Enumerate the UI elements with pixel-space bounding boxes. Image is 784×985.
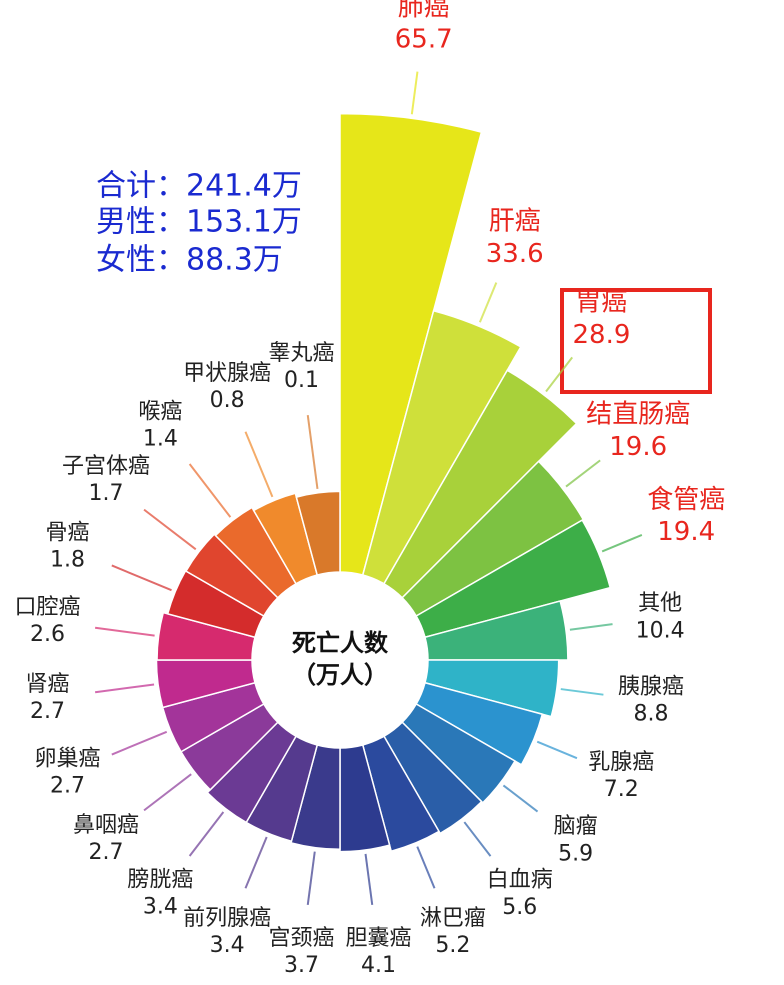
value-label: 10.4	[636, 618, 685, 643]
annotation: 女性：88.3万	[96, 243, 283, 278]
leader-line	[111, 564, 172, 592]
category-label: 肾癌	[26, 672, 70, 697]
category-label: 食管癌	[647, 485, 725, 515]
category-label: 膀胱癌	[127, 867, 193, 892]
value-label: 19.6	[609, 432, 667, 462]
leader-line	[94, 626, 155, 637]
category-label: 肺癌	[398, 0, 450, 22]
leader-line	[244, 836, 268, 889]
value-label: 5.6	[502, 895, 537, 920]
category-label: 甲状腺癌	[183, 361, 271, 386]
leader-line	[560, 688, 604, 696]
center-label: 死亡人数	[292, 629, 389, 657]
value-label: 2.7	[30, 699, 65, 724]
category-label: 胆囊癌	[345, 926, 411, 951]
leader-line	[569, 623, 613, 631]
leader-line	[143, 773, 192, 812]
category-label: 结直肠癌	[586, 400, 690, 430]
category-label: 白血病	[487, 868, 553, 893]
leader-line	[545, 356, 574, 393]
category-label: 前列腺癌	[183, 906, 271, 931]
category-label: 骨癌	[45, 520, 89, 545]
value-label: 1.7	[88, 481, 123, 506]
category-label: 喉癌	[138, 399, 182, 424]
value-label: 2.6	[30, 622, 65, 647]
value-label: 0.8	[210, 388, 245, 413]
leader-line	[306, 414, 319, 490]
value-label: 7.2	[604, 777, 639, 802]
category-label: 乳腺癌	[588, 750, 654, 775]
leader-line	[94, 683, 155, 694]
category-label: 淋巴瘤	[420, 906, 486, 931]
category-label: 胰腺癌	[618, 674, 684, 699]
highlight-box	[560, 288, 712, 394]
value-label: 33.6	[486, 239, 544, 269]
value-label: 5.2	[435, 933, 470, 958]
category-label: 鼻咽癌	[73, 813, 139, 838]
annotation: 合计：241.4万	[96, 169, 302, 204]
leader-line	[502, 784, 539, 813]
leader-line	[244, 431, 274, 498]
value-label: 4.1	[361, 953, 396, 978]
category-label: 肝癌	[489, 207, 541, 237]
value-label: 28.9	[572, 320, 630, 350]
value-label: 3.4	[210, 933, 245, 958]
category-label: 宫颈癌	[268, 926, 334, 951]
value-label: 8.8	[634, 702, 669, 727]
category-label: 其他	[638, 591, 682, 616]
category-label: 口腔癌	[15, 595, 81, 620]
value-label: 19.4	[657, 517, 715, 547]
category-label: 睾丸癌	[268, 341, 334, 366]
leader-line	[416, 846, 436, 889]
category-label: 脑瘤	[554, 814, 598, 839]
leader-line	[364, 853, 374, 906]
leader-line	[188, 811, 225, 857]
leader-line	[188, 463, 232, 518]
center-circle	[252, 572, 428, 748]
value-label: 5.9	[558, 841, 593, 866]
leader-line	[536, 740, 578, 760]
value-label: 0.1	[284, 368, 319, 393]
leader-line	[601, 534, 643, 553]
category-label: 子宫体癌	[62, 454, 150, 479]
leader-line	[410, 71, 419, 115]
annotation: 男性：153.1万	[96, 205, 302, 240]
value-label: 65.7	[395, 25, 453, 55]
value-label: 3.7	[284, 953, 319, 978]
leader-line	[143, 508, 197, 551]
leader-line	[111, 730, 168, 756]
value-label: 2.7	[88, 840, 123, 865]
value-label: 1.4	[143, 427, 178, 452]
value-label: 3.4	[143, 895, 178, 920]
value-label: 2.7	[50, 774, 85, 799]
leader-line	[306, 851, 316, 906]
category-label: 卵巢癌	[34, 746, 100, 771]
value-label: 1.8	[50, 548, 85, 573]
leader-line	[478, 282, 498, 323]
category-label: 胃癌	[575, 288, 627, 318]
leader-line	[565, 459, 601, 488]
leader-line	[463, 821, 492, 857]
center-label: （万人）	[292, 661, 388, 689]
